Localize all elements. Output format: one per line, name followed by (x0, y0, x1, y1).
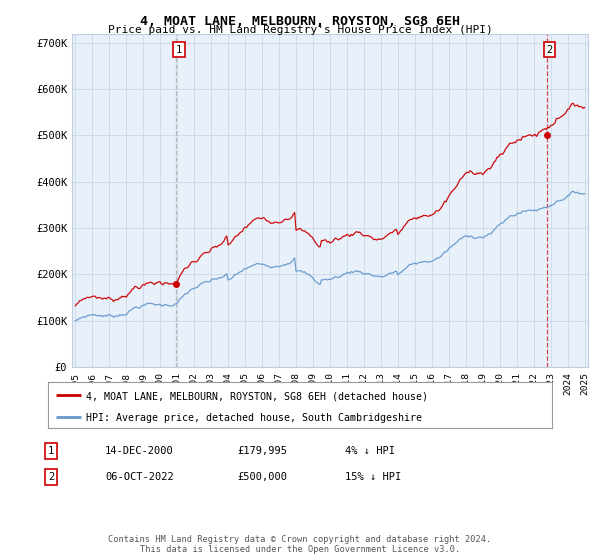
Text: £179,995: £179,995 (237, 446, 287, 456)
Text: Price paid vs. HM Land Registry's House Price Index (HPI): Price paid vs. HM Land Registry's House … (107, 25, 493, 35)
Text: HPI: Average price, detached house, South Cambridgeshire: HPI: Average price, detached house, Sout… (86, 413, 422, 423)
Text: 4, MOAT LANE, MELBOURN, ROYSTON, SG8 6EH: 4, MOAT LANE, MELBOURN, ROYSTON, SG8 6EH (140, 15, 460, 27)
Text: 1: 1 (176, 45, 182, 55)
Text: 4, MOAT LANE, MELBOURN, ROYSTON, SG8 6EH (detached house): 4, MOAT LANE, MELBOURN, ROYSTON, SG8 6EH… (86, 391, 428, 402)
Text: 15% ↓ HPI: 15% ↓ HPI (345, 472, 401, 482)
Text: 14-DEC-2000: 14-DEC-2000 (105, 446, 174, 456)
Text: 4% ↓ HPI: 4% ↓ HPI (345, 446, 395, 456)
Text: 2: 2 (48, 472, 54, 482)
Text: 2: 2 (546, 45, 553, 55)
Text: Contains HM Land Registry data © Crown copyright and database right 2024.
This d: Contains HM Land Registry data © Crown c… (109, 535, 491, 554)
Text: 06-OCT-2022: 06-OCT-2022 (105, 472, 174, 482)
Text: £500,000: £500,000 (237, 472, 287, 482)
Text: 1: 1 (48, 446, 54, 456)
